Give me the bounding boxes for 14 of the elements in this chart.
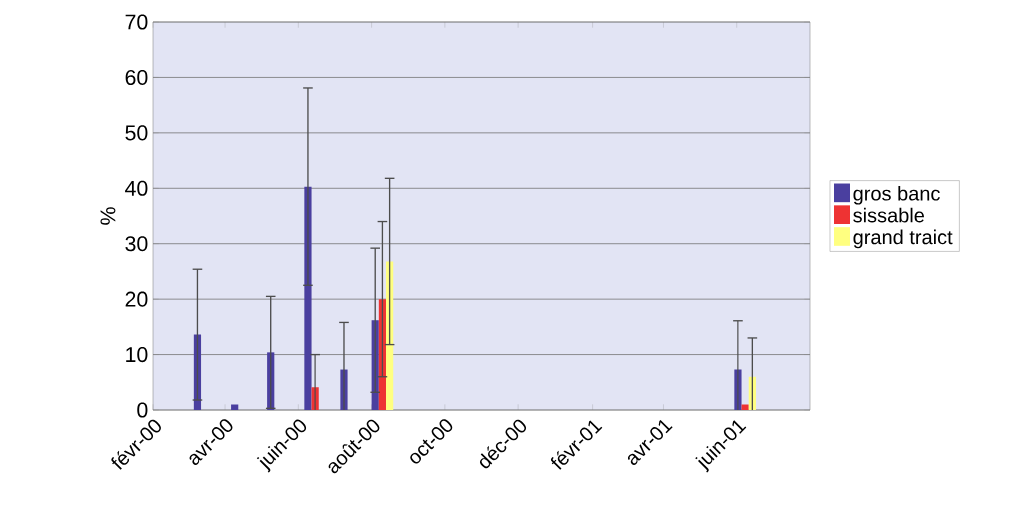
legend-label: grand traict — [853, 229, 953, 249]
y-tick-label: 60 — [125, 69, 148, 85]
y-axis-title: % — [100, 207, 116, 225]
bar — [231, 404, 239, 410]
y-tick-label: 70 — [125, 14, 148, 30]
legend-label: sissable — [853, 207, 924, 223]
bar — [741, 404, 749, 410]
y-tick-label: 20 — [125, 291, 148, 307]
y-tick-label: 50 — [125, 125, 148, 141]
y-tick-label: 30 — [125, 236, 148, 252]
y-tick-label: 0 — [137, 402, 148, 418]
legend-label: gros banc — [853, 185, 940, 205]
y-tick-label: 40 — [125, 180, 148, 196]
y-tick-label: 10 — [126, 347, 148, 363]
